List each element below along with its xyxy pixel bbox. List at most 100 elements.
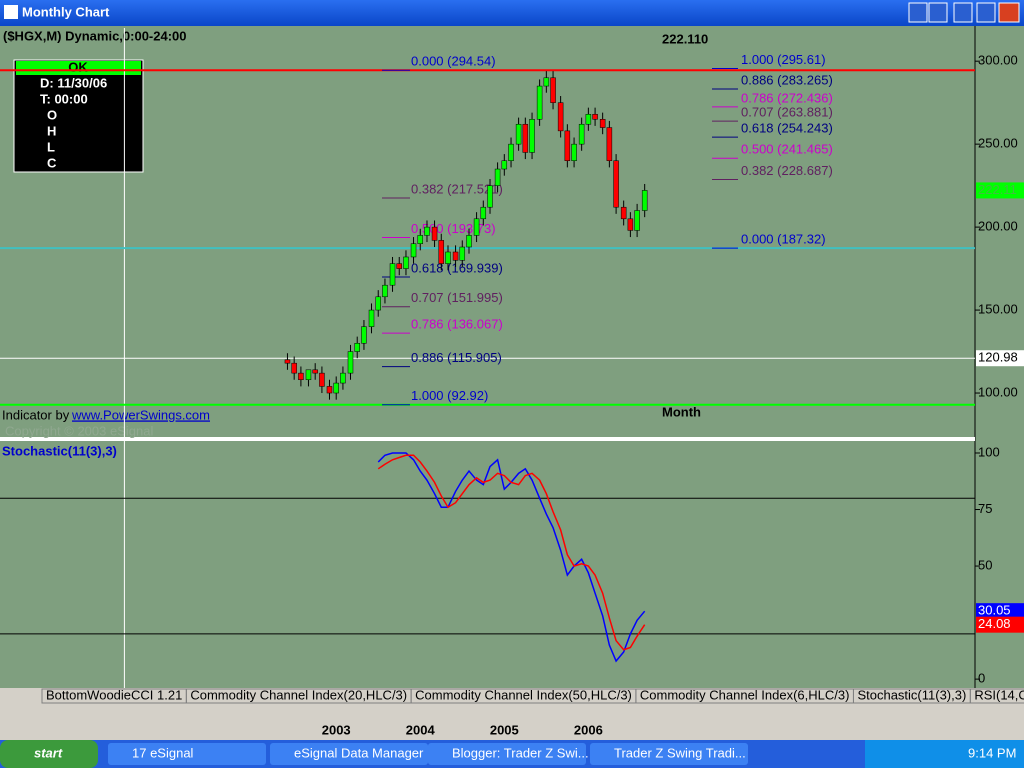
- fib-label: 0.000 (294.54): [411, 54, 496, 69]
- tab-label[interactable]: Commodity Channel Index(6,HLC/3): [640, 687, 850, 702]
- taskbar-item[interactable]: [108, 743, 266, 765]
- price-box: [976, 350, 1024, 367]
- candle-body: [319, 372, 325, 387]
- fib-label: 0.886 (115.905): [411, 350, 502, 365]
- candle-body: [284, 359, 291, 364]
- candle-body: [298, 372, 304, 381]
- fib-label: 0.786 (136.067): [411, 317, 503, 332]
- candle-body: [529, 119, 535, 153]
- candle-body: [403, 256, 409, 269]
- taskbar-item-label: Trader Z Swing Tradi...: [614, 745, 746, 760]
- start-label: start: [34, 745, 63, 760]
- candle-body: [410, 243, 417, 258]
- y-tick-label: 0: [978, 671, 985, 686]
- x-tick-label: 2006: [574, 722, 603, 737]
- candle-body: [494, 168, 501, 186]
- candle-body: [312, 369, 318, 374]
- data-window: [13, 59, 144, 173]
- candle-body: [473, 218, 480, 236]
- taskbar-item[interactable]: [270, 743, 428, 765]
- candle-body: [620, 206, 627, 220]
- candle-body: [536, 85, 543, 120]
- candle-body: [452, 251, 459, 261]
- candle-body: [389, 263, 396, 286]
- candle-body: [347, 351, 354, 374]
- taskbar-item[interactable]: [428, 743, 586, 765]
- y-tick-label: 100.00: [978, 384, 1018, 399]
- candle-body: [543, 77, 550, 87]
- restore-button[interactable]: [928, 2, 948, 23]
- credit: Indicator by: [2, 407, 70, 422]
- x-tick-label: 2005: [490, 722, 519, 737]
- candle-body: [305, 369, 312, 381]
- tab-label[interactable]: Commodity Channel Index(50,HLC/3): [415, 687, 632, 702]
- clock: 9:14 PM: [968, 745, 1016, 760]
- data-row: C: [47, 155, 57, 170]
- candle-body: [585, 114, 592, 125]
- value-box: [976, 603, 1024, 620]
- interval-label: Month: [662, 404, 701, 419]
- minimize-button[interactable]: [953, 2, 973, 23]
- title-bar: [0, 0, 1024, 26]
- candle-body: [431, 226, 438, 241]
- x-tick-label: 2004: [406, 722, 436, 737]
- candle-body: [368, 309, 375, 327]
- candle-body: [445, 251, 451, 264]
- candle-body: [480, 206, 487, 220]
- fib-label: 0.618 (169.939): [411, 260, 503, 275]
- candle-body: [522, 123, 529, 153]
- indicator-title: Stochastic(11(3),3): [2, 443, 117, 458]
- candle-body: [508, 143, 514, 161]
- fib-label: 1.000 (295.61): [741, 52, 826, 67]
- y-tick-label: 100: [978, 444, 1000, 459]
- stochastic-line: [377, 454, 646, 651]
- fib-label: 0.382 (228.687): [741, 163, 833, 178]
- copyright: Copyright © 2003 eSignal: [5, 423, 153, 438]
- candle-body: [424, 226, 430, 236]
- ok-label: OK: [68, 59, 88, 74]
- start-button[interactable]: [0, 740, 98, 768]
- candle-body: [396, 263, 402, 269]
- data-row: T: 00:00: [40, 91, 88, 106]
- fib-label: 0.707 (263.881): [741, 105, 833, 120]
- last-price: 222.110: [662, 31, 708, 46]
- candle-body: [487, 185, 493, 208]
- last-price-box: [976, 182, 1024, 199]
- candle-body: [627, 218, 634, 231]
- close-button[interactable]: [998, 2, 1020, 23]
- app-icon: [4, 5, 18, 19]
- fib-label: 1.000 (92.92): [411, 388, 488, 403]
- candle-body: [571, 143, 577, 161]
- tab-label[interactable]: RSI(14,C): [974, 687, 1024, 702]
- candle-body: [417, 235, 424, 244]
- candle-body: [578, 123, 585, 145]
- system-tray: [865, 740, 1024, 768]
- ok-button[interactable]: [16, 61, 141, 75]
- tab[interactable]: [969, 688, 1024, 704]
- candle-body: [557, 102, 564, 132]
- y-tick-label: 75: [978, 501, 992, 516]
- fib-label: 0.500 (241.465): [741, 142, 833, 157]
- y-tick-label: 150.00: [978, 302, 1018, 317]
- tab-label[interactable]: Stochastic(11(3),3): [857, 687, 966, 702]
- credit-link[interactable]: www.PowerSwings.com: [71, 407, 210, 422]
- candle-body: [634, 210, 640, 231]
- taskbar-item-label: eSignal Data Manager: [294, 745, 424, 760]
- candle-body: [613, 160, 619, 208]
- candle-body: [459, 246, 466, 261]
- tab-label[interactable]: Commodity Channel Index(20,HLC/3): [190, 687, 407, 702]
- fib-label: 0.000 (187.32): [741, 232, 826, 247]
- data-row: O: [47, 107, 57, 122]
- maximize-button[interactable]: [976, 2, 996, 23]
- taskbar-item[interactable]: [590, 743, 748, 765]
- y-tick-label: 300.00: [978, 53, 1018, 68]
- menu-button[interactable]: [908, 2, 928, 23]
- y-tick-label: 50: [978, 557, 992, 572]
- candle-body: [641, 190, 648, 211]
- last-price-label: 222.11: [978, 182, 1017, 197]
- candle-body: [466, 235, 472, 248]
- data-row: H: [47, 123, 56, 138]
- data-row: L: [47, 139, 55, 154]
- tab-label[interactable]: BottomWoodieCCI 1.21: [46, 687, 182, 702]
- taskbar-item-label: Blogger: Trader Z Swi...: [452, 745, 589, 760]
